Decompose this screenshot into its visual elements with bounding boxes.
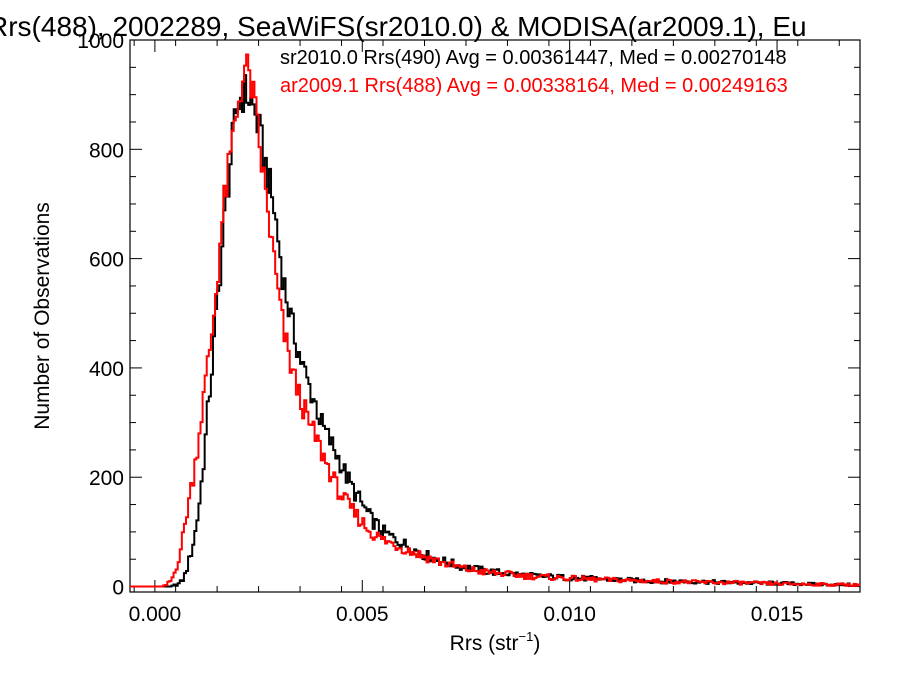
y-tick-label: 1000 [77,30,124,53]
chart-title: Rrs(488), 2002289, SeaWiFS(sr2010.0) & M… [0,11,807,42]
x-tick-label: 0.000 [129,603,182,626]
histogram-series-sr2010 [130,74,860,588]
x-tick-label: 0.015 [751,603,804,626]
x-tick-label: 0.005 [336,603,389,626]
y-tick-label: 600 [89,249,124,272]
x-axis-label-superscript: −1 [519,629,534,644]
y-tick-label: 200 [89,467,124,490]
histogram-series-ar2009 [130,53,860,588]
plot-frame [129,39,861,593]
legend-entry-ar2009: ar2009.1 Rrs(488) Avg = 0.00338164, Med … [280,75,788,97]
y-tick-label: 800 [89,139,124,162]
y-tick-label: 400 [89,358,124,381]
y-axis-label: Number of Observations [31,202,54,430]
y-tick-label: 0 [112,577,124,600]
x-axis-label: Rrs (str−1) [450,629,541,655]
x-tick-label: 0.010 [543,603,596,626]
x-axis-label-main: Rrs (str [450,632,519,655]
legend-entry-sr2010: sr2010.0 Rrs(490) Avg = 0.00361447, Med … [280,47,787,69]
x-axis-label-close: ) [533,632,540,655]
